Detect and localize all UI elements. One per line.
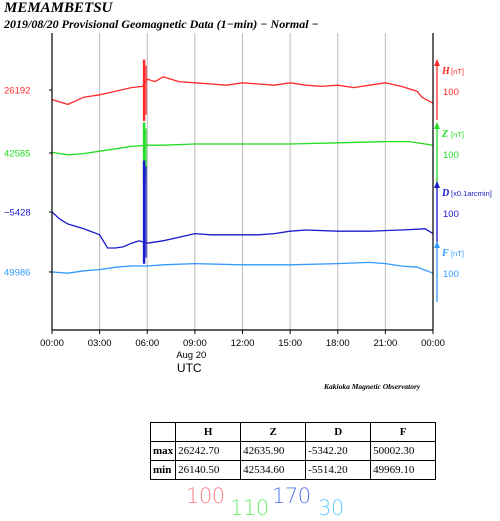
table-header-cell: F — [370, 422, 437, 442]
observatory-credit: Kakioka Magnetic Observatory — [324, 382, 421, 391]
series-line-h — [51, 76, 434, 106]
component-unit-z: [nT] — [451, 130, 464, 139]
table-header-cell: H — [175, 422, 242, 442]
table-header-row: H Z D F — [149, 422, 437, 442]
table-cell: -5342.20 — [305, 441, 372, 461]
scale-value-d: 100 — [443, 209, 459, 220]
scale-value-h: 100 — [443, 87, 459, 98]
scale-label-z: 110 — [230, 496, 269, 520]
table-header-cell — [149, 422, 177, 442]
table-header-cell: D — [305, 422, 372, 442]
component-name-d: D — [441, 188, 449, 199]
baseline-label-h: 26192 — [4, 86, 30, 97]
x-tick-label: 00:00 — [421, 338, 445, 349]
x-date-label: Aug 20 — [176, 350, 206, 361]
scale-label-h: 100 — [186, 484, 225, 508]
table-cell: 42635.90 — [240, 441, 307, 461]
x-tick-label: 00:00 — [40, 338, 64, 349]
component-name-z: Z — [441, 129, 448, 140]
component-name-f: F — [441, 248, 449, 259]
component-name-h: H — [441, 66, 451, 77]
scale-value-f: 100 — [443, 269, 459, 280]
scale-label-f: 30 — [318, 496, 344, 520]
x-tick-label: 09:00 — [183, 338, 207, 349]
component-unit-h: [nT] — [451, 67, 464, 76]
table-row-label: max — [149, 441, 177, 461]
x-tick-label: 12:00 — [231, 338, 255, 349]
baseline-label-d: −5428 — [4, 208, 31, 219]
baseline-label-z: 42585 — [4, 149, 30, 160]
series-line-z — [51, 140, 434, 156]
table-row: min 26140.50 42534.60 -5514.20 49969.10 — [149, 460, 437, 480]
x-tick-label: 18:00 — [326, 338, 350, 349]
table-header-cell: Z — [240, 422, 307, 442]
baseline-label-f: 49986 — [4, 268, 30, 279]
station-title: MEMAMBETSU — [4, 0, 113, 16]
x-tick-label: 03:00 — [88, 338, 112, 349]
stats-table: H Z D F max 26242.70 42635.90 -5342.20 5… — [149, 422, 437, 480]
scale-arrow-head-h — [434, 59, 440, 66]
x-axis-label: UTC — [177, 361, 202, 375]
x-tick-label: 06:00 — [135, 338, 159, 349]
scale-value-z: 100 — [443, 150, 459, 161]
component-unit-f: [nT] — [451, 249, 464, 258]
x-tick-label: 21:00 — [373, 338, 397, 349]
scale-arrow-head-f — [434, 241, 440, 248]
scale-label-d: 170 — [272, 484, 311, 508]
table-row-label: min — [149, 460, 177, 480]
geomagnetic-chart: 00:00 03:00 06:00 09:00 12:00 15:00 18:00 21:00… — [4, 33, 492, 375]
scale-arrow-head-d — [434, 181, 440, 188]
chart-subtitle: 2019/08/20 Provisional Geomagnetic Data … — [4, 17, 319, 31]
table-cell: 50002.30 — [370, 441, 437, 461]
table-cell: 49969.10 — [370, 460, 437, 480]
table-cell: 42534.60 — [240, 460, 307, 480]
table-row: max 26242.70 42635.90 -5342.20 50002.30 — [149, 441, 437, 461]
table-cell: 26242.70 — [175, 441, 242, 461]
component-unit-d: [x0.1arcmin] — [451, 189, 492, 198]
table-cell: -5514.20 — [305, 460, 372, 480]
table-cell: 26140.50 — [175, 460, 242, 480]
series-line-d — [51, 211, 434, 249]
scale-arrow-head-z — [434, 122, 440, 129]
series-line-f — [51, 261, 434, 274]
x-tick-label: 15:00 — [278, 338, 302, 349]
